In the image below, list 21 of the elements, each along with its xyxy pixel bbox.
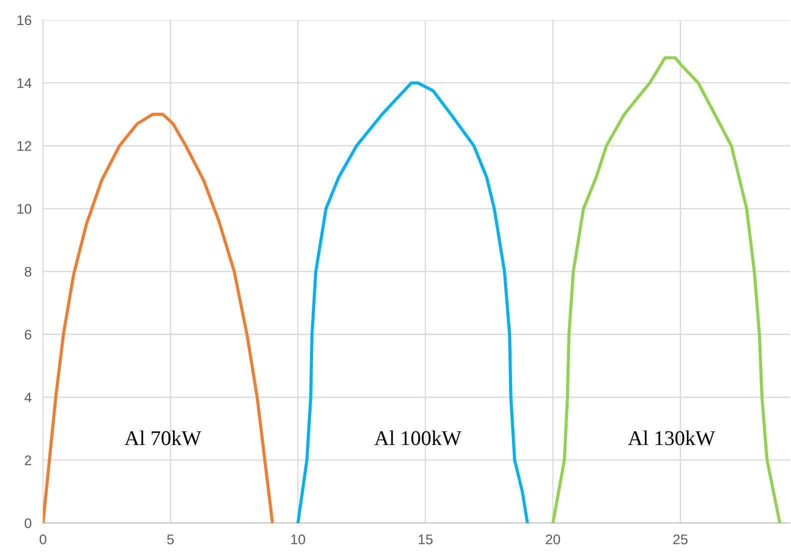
x-tick-label: 10: [291, 534, 306, 544]
text: Al 100kW: [374, 430, 462, 446]
line-series: [43, 112, 274, 523]
y-tick-label: 6: [24, 330, 32, 340]
y-tick-label: 8: [24, 266, 32, 277]
x-tick-label: 5: [167, 534, 174, 544]
y-tick-label: 16: [18, 15, 32, 26]
y-tick-label: 10: [18, 204, 32, 214]
y-tick-label: 0: [24, 518, 32, 528]
y-tick-label: 12: [18, 141, 32, 151]
line-series: [296, 81, 529, 523]
x-tick-label: 20: [546, 534, 560, 544]
text: Al 70kW: [124, 430, 202, 446]
x-tick-label: 25: [673, 534, 688, 544]
y-tick-label: 14: [18, 78, 32, 88]
line-series: [551, 56, 782, 523]
x-tick-label: 0: [40, 534, 46, 544]
y-tick-label: 2: [24, 455, 32, 466]
y-tick-label: 4: [24, 392, 32, 402]
x-tick-label: 15: [418, 534, 433, 544]
text: Al 130kW: [628, 430, 716, 446]
